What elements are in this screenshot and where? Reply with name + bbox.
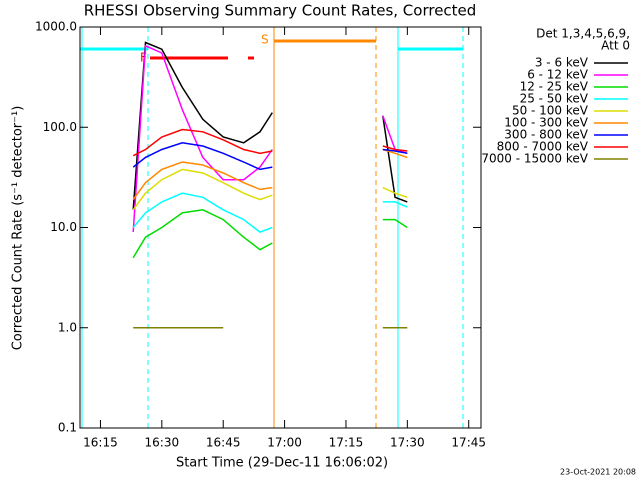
flag-label: F <box>140 51 147 65</box>
legend-label: 12 - 25 keV <box>520 80 589 94</box>
series-line <box>132 128 408 157</box>
y-axis-label: Corrected Count Rate (s⁻¹ detector⁻¹) <box>11 106 26 351</box>
x-tick-label: 17:15 <box>329 436 364 450</box>
series-line <box>132 209 408 259</box>
footer: 23-Oct-2021 20:08 <box>560 468 636 477</box>
legend-label: 100 - 300 keV <box>504 116 588 130</box>
series-line <box>132 168 408 211</box>
legend-label: 800 - 7000 keV <box>497 140 589 154</box>
x-tick-label: 17:00 <box>267 436 302 450</box>
x-tick-label: 17:30 <box>390 436 425 450</box>
series-line <box>132 41 408 210</box>
flag-label: S <box>261 33 269 47</box>
y-tick-label: 10.0 <box>50 220 77 234</box>
legend-label: 6 - 12 keV <box>527 68 589 82</box>
legend-label: 7000 - 15000 keV <box>481 152 588 166</box>
x-axis-label: Start Time (29-Dec-11 16:06:02) <box>176 456 388 471</box>
legend-label: 50 - 100 keV <box>512 104 589 118</box>
x-tick-label: 17:45 <box>451 436 486 450</box>
y-tick-label: 100.0 <box>43 120 77 134</box>
x-tick-label: 16:45 <box>206 436 241 450</box>
legend-title: Det 1,3,4,5,6,9, <box>536 27 630 41</box>
chart-title: RHESSI Observing Summary Count Rates, Co… <box>84 2 477 20</box>
legend-title: Att 0 <box>601 39 630 53</box>
series-line <box>132 148 408 201</box>
legend-label: 300 - 800 keV <box>504 128 588 142</box>
y-tick-label: 0.1 <box>58 421 77 435</box>
legend-label: 25 - 50 keV <box>520 92 589 106</box>
series-line <box>132 192 408 233</box>
y-tick-label: 1000.0 <box>35 20 77 34</box>
legend-label: 3 - 6 keV <box>535 56 589 70</box>
y-tick-label: 1.0 <box>58 320 77 334</box>
x-tick-label: 16:30 <box>145 436 180 450</box>
x-tick-label: 16:15 <box>83 436 118 450</box>
series-line <box>132 142 408 171</box>
